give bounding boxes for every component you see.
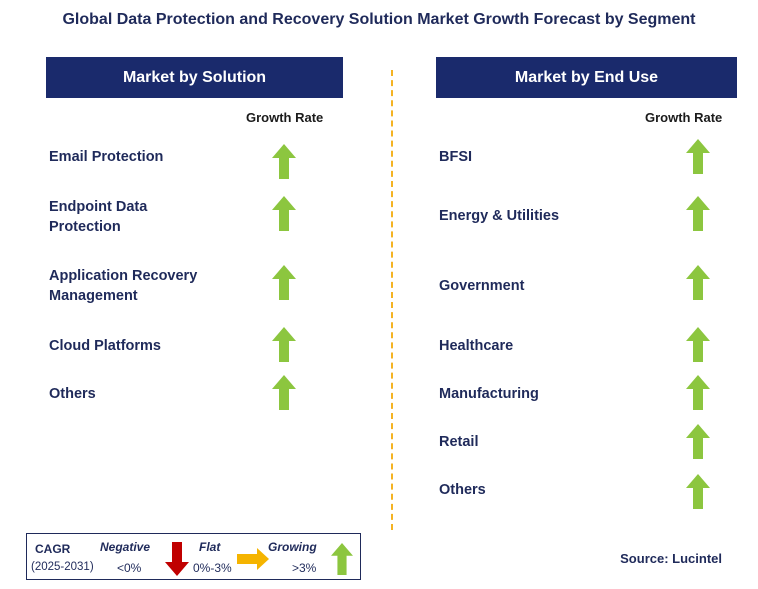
legend-negative-range: <0% <box>117 561 142 575</box>
negative-arrow-icon <box>165 542 189 576</box>
end-use-header: Market by End Use <box>436 57 737 98</box>
growing-arrow-icon <box>686 327 710 362</box>
solution-header-label: Market by Solution <box>122 68 267 86</box>
growing-arrow-icon <box>331 543 353 575</box>
legend-period-label: (2025-2031) <box>31 561 94 573</box>
end-use-item-retail: Retail <box>439 434 479 450</box>
legend-growing-label: Growing <box>268 540 317 554</box>
solution-item-endpoint-data-protection: Endpoint Data Protection <box>49 197 147 237</box>
solution-item-line: Application Recovery <box>49 268 198 284</box>
end-use-header-label: Market by End Use <box>514 68 659 86</box>
growing-arrow-icon <box>686 196 710 231</box>
solution-growth-rate-label: Growth Rate <box>246 110 324 125</box>
end-use-item-healthcare: Healthcare <box>439 338 514 354</box>
end-use-item-energy-utilities: Energy & Utilities <box>439 208 560 224</box>
end-use-growth-rate-label: Growth Rate <box>645 110 723 125</box>
growing-arrow-icon <box>272 265 296 300</box>
growing-arrow-icon <box>686 265 710 300</box>
legend-flat-label: Flat <box>199 540 221 554</box>
flat-arrow-icon <box>237 548 269 570</box>
source-note: Source: Lucintel <box>620 551 722 566</box>
solution-item-application-recovery: Application Recovery Management <box>49 266 197 306</box>
solution-item-line: Cloud Platforms <box>49 338 161 354</box>
growing-arrow-icon <box>686 424 710 459</box>
growing-arrow-icon <box>686 375 710 410</box>
solution-item-line: Email Protection <box>49 149 164 165</box>
end-use-item-government: Government <box>439 278 525 294</box>
solution-header: Market by Solution <box>46 57 343 98</box>
solution-item-line: Protection <box>49 219 121 235</box>
growing-arrow-icon <box>272 196 296 231</box>
legend-cagr-label: CAGR <box>35 542 71 556</box>
growing-arrow-icon <box>272 327 296 362</box>
growing-arrow-icon <box>272 144 296 179</box>
chart-title: Global Data Protection and Recovery Solu… <box>62 11 696 28</box>
growing-arrow-icon <box>686 474 710 509</box>
solution-item-line: Management <box>49 288 138 304</box>
panel-divider <box>391 70 393 530</box>
solution-item-others: Others <box>49 384 96 404</box>
growing-arrow-icon <box>686 139 710 174</box>
legend-flat-range: 0%-3% <box>193 561 232 575</box>
solution-item-cloud-platforms: Cloud Platforms <box>49 336 161 356</box>
growing-arrow-icon <box>272 375 296 410</box>
end-use-item-manufacturing: Manufacturing <box>439 386 539 402</box>
solution-item-email-protection: Email Protection <box>49 147 163 167</box>
cagr-legend: CAGR (2025-2031) Negative <0% Flat 0%-3%… <box>26 533 361 580</box>
end-use-item-others: Others <box>439 482 486 498</box>
legend-negative-label: Negative <box>100 540 151 554</box>
end-use-item-bfsi: BFSI <box>439 149 473 165</box>
legend-growing-range: >3% <box>292 561 317 575</box>
solution-item-line: Others <box>49 386 96 402</box>
solution-item-line: Endpoint Data <box>49 199 148 215</box>
